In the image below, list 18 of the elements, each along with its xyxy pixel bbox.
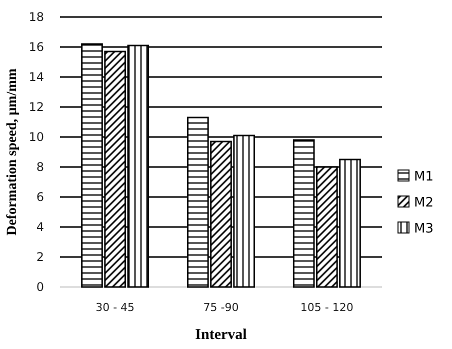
- y-tick-label: 4: [36, 220, 44, 234]
- x-tick-label: 105 - 120: [300, 301, 354, 314]
- x-tick-label: 30 - 45: [96, 301, 135, 314]
- y-tick-label: 6: [36, 190, 44, 204]
- y-axis-title: Deformation speed, µm/mm: [5, 68, 20, 236]
- y-tick-label: 12: [28, 100, 44, 114]
- x-tick-label: 75 -90: [203, 301, 239, 314]
- legend-label: M2: [414, 196, 434, 211]
- legend-label: M1: [414, 170, 434, 185]
- y-tick-label: 8: [36, 160, 44, 174]
- y-tick-label: 14: [28, 70, 44, 84]
- y-tick-label: 16: [28, 40, 44, 54]
- y-tick-label: 10: [28, 130, 44, 144]
- x-axis-title: Interval: [195, 327, 247, 343]
- y-tick-label: 2: [36, 250, 44, 264]
- y-tick-label: 18: [28, 10, 44, 24]
- legend-label: M3: [414, 222, 434, 237]
- y-tick-label: 0: [36, 280, 44, 294]
